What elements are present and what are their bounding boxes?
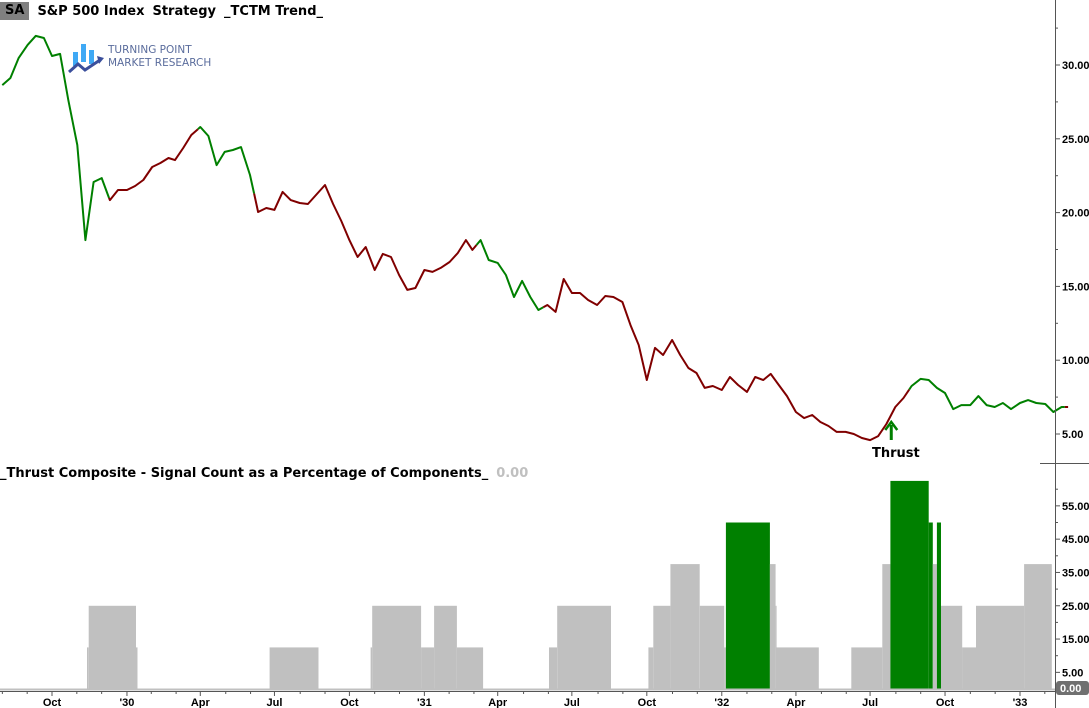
composite-last-value: 0.00 [1060, 683, 1081, 695]
x-tick-label: Jul [266, 697, 282, 708]
count-bar [549, 647, 558, 689]
count-bar [135, 647, 138, 689]
x-tick-label: Apr [488, 697, 508, 708]
x-tick-label: '33 [1013, 697, 1028, 708]
composite-panel-title: _Thrust Composite - Signal Count as a Pe… [0, 466, 528, 481]
count-bar [421, 647, 435, 689]
price-line-bullish-segment [197, 126, 256, 194]
price-panel [1, 34, 1069, 442]
composite-y-tick-label: 5.00 [1062, 667, 1083, 679]
x-tick-label: '30 [120, 697, 135, 708]
x-tick-label: '32 [714, 697, 729, 708]
logo: TURNING POINT MARKET RESEARCH [68, 40, 211, 74]
composite-y-tick-label: 25.00 [1062, 601, 1089, 613]
count-bar [851, 647, 883, 689]
x-tick-label: '31 [417, 697, 432, 708]
count-bar [724, 647, 726, 689]
count-bar [941, 605, 963, 690]
count-bar [88, 605, 136, 690]
signal-bar [725, 522, 770, 689]
count-bar [370, 647, 373, 689]
symbol-badge[interactable]: SA [0, 2, 30, 20]
price-line-bearish-segment [253, 184, 478, 291]
composite-title: _Thrust Composite - Signal Count as a Pe… [0, 466, 489, 481]
count-bar [775, 605, 777, 690]
composite-y-tick-label: 15.00 [1062, 634, 1089, 646]
price-y-tick-label: 20.00 [1062, 208, 1089, 220]
count-bar [648, 647, 654, 689]
composite-y-tick-label: 35.00 [1062, 567, 1089, 579]
price-y-tick-label: 5.00 [1062, 429, 1083, 441]
indicator-label: _TCTM Trend_ [224, 3, 323, 19]
logo-line1: TURNING POINT [108, 44, 192, 56]
composite-panel [0, 480, 1055, 691]
thrust-arrow-up-icon [884, 419, 899, 440]
x-tick-label: Jul [564, 697, 580, 708]
price-y-tick-label: 15.00 [1062, 281, 1089, 293]
count-bar [670, 564, 700, 689]
price-y-tick-label: 25.00 [1062, 134, 1089, 146]
x-tick-label: Oct [638, 697, 657, 708]
logo-line2: MARKET RESEARCH [108, 57, 212, 69]
count-bar [769, 564, 776, 689]
price-line-bullish-segment [475, 239, 544, 311]
count-bar [882, 564, 891, 689]
composite-current-value: 0.00 [496, 466, 529, 481]
logo-chart-icon [68, 44, 104, 74]
x-tick-label: Apr [191, 697, 211, 708]
signal-bar [936, 522, 941, 689]
x-tick-label: Apr [786, 697, 806, 708]
price-y-tick-label: 10.00 [1062, 355, 1089, 367]
price-line-bearish-segment [542, 278, 911, 442]
price-y-tick-label: 30.00 [1062, 60, 1089, 72]
thrust-annotation-label: Thrust [872, 446, 920, 461]
count-bar [457, 647, 484, 689]
composite-y-tick-label: 55.00 [1062, 501, 1089, 513]
count-bar [699, 605, 725, 690]
strategy-label: Strategy [152, 3, 217, 19]
count-bar [776, 647, 819, 689]
count-bar [87, 647, 89, 689]
count-bar [653, 605, 671, 690]
composite-y-tick-label: 45.00 [1062, 534, 1089, 546]
price-line-bullish-segment [1, 34, 110, 242]
count-bar [976, 605, 1025, 690]
signal-bar [890, 480, 929, 689]
instrument-title: S&P 500 Index [37, 3, 145, 19]
signal-bar [928, 522, 933, 689]
count-bar [557, 605, 611, 690]
x-tick-label: Oct [936, 697, 955, 708]
price-line-bullish-segment [908, 377, 1065, 413]
count-bar [1024, 564, 1052, 689]
count-bar [434, 605, 457, 690]
price-line-bearish-segment [108, 128, 199, 202]
chart-header: SA S&P 500 Index Strategy _TCTM Trend_ [0, 2, 331, 20]
x-tick-label: Jul [862, 697, 878, 708]
count-bar [372, 605, 422, 690]
count-bar [269, 647, 319, 689]
count-bar [932, 564, 937, 689]
count-bar [962, 647, 976, 689]
x-tick-label: Oct [43, 697, 62, 708]
composite-last-value-badge: 0.00 [1056, 681, 1089, 695]
x-tick-label: Oct [340, 697, 359, 708]
